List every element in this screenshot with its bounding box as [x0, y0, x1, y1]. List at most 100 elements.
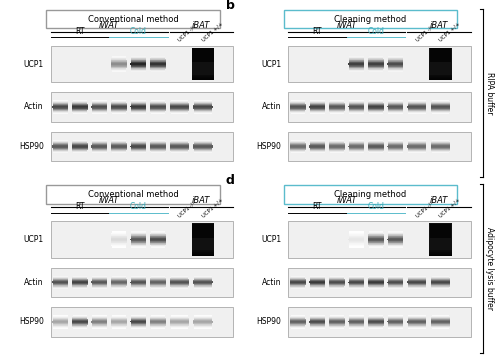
Bar — [310, 112, 325, 113]
Bar — [310, 282, 326, 283]
Bar — [349, 102, 364, 103]
Bar — [368, 247, 383, 248]
Bar — [150, 237, 166, 238]
Bar — [194, 325, 212, 326]
Bar — [330, 101, 344, 102]
Bar — [368, 315, 383, 316]
Bar — [348, 238, 364, 239]
Bar — [150, 144, 166, 145]
Bar — [408, 323, 426, 324]
Bar — [72, 146, 88, 147]
Bar — [194, 280, 212, 281]
Text: Cleaning method: Cleaning method — [334, 15, 406, 24]
Bar — [290, 276, 305, 277]
Bar — [388, 240, 404, 241]
Bar — [150, 56, 165, 57]
Bar — [290, 318, 306, 319]
Bar — [408, 100, 426, 101]
Bar — [131, 317, 146, 318]
Bar — [192, 76, 214, 77]
Bar — [111, 105, 127, 106]
Bar — [150, 233, 166, 234]
Bar — [408, 144, 426, 145]
Bar — [52, 143, 68, 144]
Bar — [111, 239, 127, 240]
Text: UCP1 -/-: UCP1 -/- — [414, 25, 434, 43]
Bar — [170, 140, 188, 141]
Bar — [194, 150, 212, 151]
Bar — [408, 102, 426, 103]
Bar — [72, 315, 87, 316]
Bar — [92, 328, 106, 329]
Bar — [429, 78, 452, 79]
Bar — [92, 316, 107, 317]
Bar — [111, 63, 127, 64]
Bar — [72, 284, 88, 285]
Bar — [368, 287, 384, 288]
Bar — [388, 247, 402, 248]
Bar — [131, 279, 146, 280]
Bar — [310, 279, 325, 280]
Bar — [368, 111, 384, 112]
Bar — [368, 282, 384, 283]
Bar — [349, 67, 364, 68]
Bar — [288, 132, 470, 161]
Bar — [150, 57, 166, 58]
Bar — [130, 319, 146, 320]
Bar — [290, 101, 305, 102]
Bar — [330, 140, 344, 141]
Bar — [432, 316, 450, 317]
Bar — [72, 109, 88, 110]
Bar — [349, 233, 364, 234]
Bar — [368, 242, 384, 243]
Bar — [92, 102, 107, 103]
Bar — [194, 285, 212, 286]
Bar — [349, 101, 364, 102]
Bar — [170, 318, 188, 319]
Bar — [92, 325, 107, 326]
Bar — [432, 278, 450, 279]
Bar — [432, 327, 450, 328]
Bar — [92, 108, 107, 109]
Bar — [131, 328, 146, 329]
Bar — [131, 71, 146, 72]
Bar — [112, 328, 126, 329]
Bar — [112, 279, 126, 280]
Bar — [150, 239, 166, 240]
Bar — [368, 239, 384, 240]
Bar — [111, 282, 127, 283]
Bar — [194, 286, 212, 287]
Bar — [388, 241, 404, 242]
Bar — [112, 287, 126, 288]
Bar — [290, 279, 306, 280]
Bar — [290, 105, 306, 106]
Text: HSP90: HSP90 — [19, 142, 44, 151]
Bar — [53, 140, 68, 141]
Bar — [408, 149, 426, 150]
Bar — [310, 288, 324, 289]
Bar — [388, 64, 404, 65]
Bar — [150, 324, 166, 325]
Bar — [130, 145, 146, 146]
Bar — [194, 328, 212, 329]
Bar — [130, 320, 146, 321]
Bar — [131, 318, 146, 319]
Bar — [150, 59, 166, 60]
Text: Conventional method: Conventional method — [88, 15, 178, 24]
Bar — [348, 283, 364, 284]
Bar — [150, 315, 165, 316]
Bar — [431, 109, 450, 110]
Bar — [112, 152, 126, 153]
Bar — [431, 321, 450, 322]
Bar — [192, 75, 214, 76]
Bar — [368, 150, 384, 151]
Bar — [72, 149, 88, 150]
Bar — [310, 315, 324, 316]
Text: RT: RT — [312, 27, 322, 36]
Bar — [348, 105, 364, 106]
Text: HSP90: HSP90 — [19, 318, 44, 326]
Bar — [53, 152, 68, 153]
Bar — [130, 148, 146, 149]
Bar — [131, 276, 146, 277]
Bar — [130, 237, 146, 238]
